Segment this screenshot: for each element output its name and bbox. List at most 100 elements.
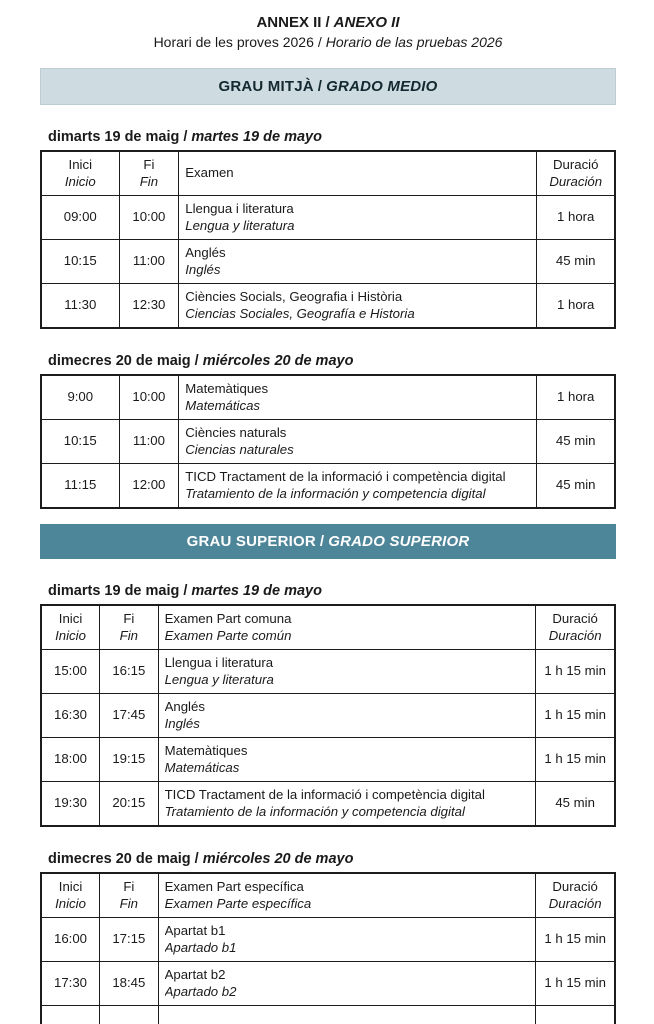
section-band-grau-mitja: GRAU MITJÀ / GRADO MEDIO [40,68,616,105]
exam-name-spanish: Matemáticas [164,759,240,775]
title-catalan: ANNEX II [256,14,322,31]
day-heading-spanish: miércoles 20 de mayo [202,851,354,867]
table-row: 19:30 20:15 TICD Tractament de la inform… [40,781,616,827]
label-duracio-es: Duración [548,627,602,643]
table-row-empty [40,1005,616,1024]
exam-name-catalan: TICD Tractament de la informació i compe… [164,787,485,803]
exam-name-spanish: Lengua y literatura [164,671,274,687]
time-start-cell [40,1005,101,1024]
label-inici-es: Inicio [64,173,96,189]
time-start-cell: 09:00 [40,195,120,240]
header-examen-cell: Examen Part específica Examen Parte espec… [157,872,537,918]
label-inici-ca: Inici [58,611,83,627]
title-separator: / [325,14,330,31]
exam-name-spanish: Ciencias Sociales, Geografía e Historia [185,305,415,321]
table-header-row: Inici Inicio Fi Fin Examen Part específica… [40,872,616,918]
time-start-cell: 15:00 [40,649,101,694]
header-examen-cell: Examen [178,150,538,196]
header-duracio-cell: Duració Duración [535,872,616,918]
header-inici-cell: Inici Inicio [40,872,101,918]
label-fi-ca: Fi [123,611,135,627]
exam-name-spanish: Lengua y literatura [185,217,295,233]
exam-cell: Anglés Inglés [157,693,537,738]
exam-cell [157,1005,537,1024]
subtitle-separator: / [317,34,322,50]
day-heading-spanish: miércoles 20 de mayo [202,353,354,369]
time-start-cell: 9:00 [40,374,120,420]
label-inici-ca: Inici [68,157,92,173]
title-spanish: ANEXO II [333,14,400,31]
day-heading-gm-day2: dimecres 20 de maig / miércoles 20 de mayo [48,353,616,369]
band-separator: / [317,78,323,95]
table-header-row: Inici Inicio Fi Fin Examen Duració Duración [40,150,616,196]
header-fi-cell: Fi Fin [99,872,159,918]
exam-name-catalan: Apartat b2 [164,967,226,983]
label-duracio-es: Duración [549,173,603,189]
exam-name-spanish: Inglés [185,261,221,277]
header-examen-cell: Examen Part comuna Examen Parte común [157,604,537,650]
duration-cell: 1 h 15 min [535,693,616,738]
table-row: 16:00 17:15 Apartat b1 Apartado b1 1 h 15… [40,917,616,962]
schedule-table-gm-day2: 9:00 10:00 Matemàtiques Matemáticas 1 hor… [40,374,616,509]
day-heading-spanish: martes 19 de mayo [191,129,322,145]
label-inici-es: Inicio [55,627,86,643]
exam-cell: TICD Tractament de la informació i compe… [178,463,538,509]
exam-name-spanish: Apartado b1 [164,939,237,955]
exam-cell: TICD Tractament de la informació i compe… [157,781,537,827]
exam-name-spanish: Inglés [164,715,200,731]
exam-name-catalan: Anglés [185,245,226,261]
table-row: 18:00 19:15 Matemàtiques Matemáticas 1 h … [40,737,616,782]
header-inici-cell: Inici Inicio [40,150,120,196]
exam-cell: Matemàtiques Matemáticas [157,737,537,782]
subtitle-spanish: Horario de las pruebas 2026 [325,34,503,50]
band-catalan: GRAU SUPERIOR [186,533,316,550]
exam-name-catalan: TICD Tractament de la informació i compe… [185,469,506,485]
label-inici-es: Inicio [55,895,86,911]
duration-cell: 45 min [535,781,616,827]
label-examen-ca: Examen Part específica [164,879,304,895]
table-row: 11:30 12:30 Ciències Socials, Geografia … [40,283,616,329]
duration-cell: 1 h 15 min [535,961,616,1006]
table-row: 11:15 12:00 TICD Tractament de la inform… [40,463,616,509]
time-end-cell: 17:45 [99,693,159,738]
label-examen-es: Examen Parte común [164,627,292,643]
header-fi-cell: Fi Fin [118,150,180,196]
label-duracio-ca: Duració [552,157,599,173]
page-title: ANNEX II / ANEXO II [40,14,616,31]
band-separator: / [319,533,325,550]
header-duracio-cell: Duració Duración [535,604,616,650]
exam-name-catalan: Anglés [164,699,205,715]
exam-name-catalan: Llengua i literatura [164,655,274,671]
time-start-cell: 18:00 [40,737,101,782]
day-heading-gs-day2: dimecres 20 de maig / miércoles 20 de mayo [48,851,616,867]
time-end-cell: 11:00 [118,239,180,284]
day-heading-spanish: martes 19 de mayo [191,583,322,599]
label-fi-ca: Fi [143,157,155,173]
day-heading-catalan: dimecres 20 de maig [48,353,191,369]
band-spanish: GRADO MEDIO [326,78,438,95]
time-end-cell: 17:15 [99,917,159,962]
duration-cell: 1 h 15 min [535,737,616,782]
exam-name-catalan: Llengua i literatura [185,201,294,217]
label-inici-ca: Inici [58,879,83,895]
label-duracio-ca: Duració [552,611,598,627]
day-heading-gs-day1: dimarts 19 de maig / martes 19 de mayo [48,583,616,599]
schedule-table-gs-day2: Inici Inicio Fi Fin Examen Part específica… [40,872,616,1024]
duration-cell: 45 min [536,463,616,509]
header-duracio-cell: Duració Duración [536,150,616,196]
duration-cell: 1 hora [536,195,616,240]
time-start-cell: 16:00 [40,917,101,962]
day-heading-separator: / [183,129,188,145]
duration-cell [535,1005,616,1024]
day-heading-catalan: dimarts 19 de maig [48,129,180,145]
subtitle-catalan: Horari de les proves 2026 [153,34,314,50]
time-end-cell: 10:00 [118,374,180,420]
label-examen-ca: Examen Part comuna [164,611,292,627]
time-start-cell: 11:30 [40,283,120,329]
duration-cell: 45 min [536,419,616,464]
exam-name-catalan: Ciències Socials, Geografia i Història [185,289,403,305]
day-heading-separator: / [194,353,199,369]
band-spanish: GRADO SUPERIOR [328,533,470,550]
exam-name-spanish: Apartado b2 [164,983,237,999]
